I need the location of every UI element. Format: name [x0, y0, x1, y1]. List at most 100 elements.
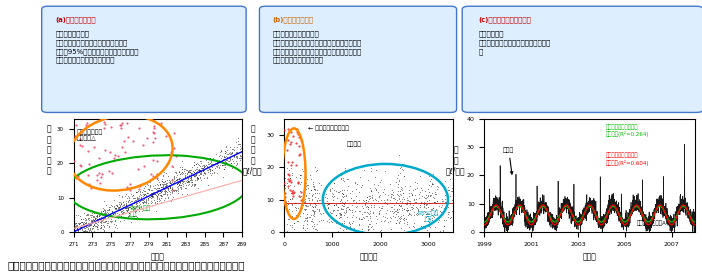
Point — [97, 218, 108, 222]
Point — [165, 180, 176, 185]
Point — [221, 147, 232, 152]
Point — [154, 188, 165, 193]
Point — [354, 201, 365, 205]
Point — [282, 186, 293, 191]
Point — [192, 176, 203, 181]
Point — [206, 162, 218, 166]
Point — [350, 208, 361, 213]
Point — [85, 220, 96, 224]
Point — [139, 189, 150, 193]
Point — [186, 179, 197, 184]
Point — [181, 179, 192, 184]
Point — [334, 201, 345, 206]
Point — [98, 223, 109, 228]
Point — [180, 181, 191, 185]
Point — [197, 166, 208, 170]
Point — [295, 230, 306, 234]
Point — [203, 183, 214, 188]
Point — [149, 186, 160, 191]
Point — [341, 215, 352, 219]
Point — [361, 205, 372, 209]
Point — [81, 121, 92, 126]
Point — [228, 152, 239, 157]
Point — [389, 209, 400, 213]
Point — [112, 203, 123, 208]
Point — [286, 172, 298, 177]
Point — [77, 220, 88, 225]
Point — [424, 172, 435, 176]
Point — [177, 177, 188, 181]
Point — [293, 181, 304, 185]
Point — [227, 152, 239, 157]
Point — [438, 217, 449, 222]
Point — [416, 201, 427, 206]
Point — [315, 211, 326, 215]
Point — [131, 198, 142, 203]
Point — [176, 179, 187, 183]
Point — [291, 213, 302, 217]
Point — [146, 196, 157, 200]
Point — [362, 229, 373, 234]
Point — [112, 216, 123, 221]
Point — [208, 169, 219, 174]
Point — [143, 197, 154, 201]
Point — [299, 197, 310, 201]
Point — [81, 230, 93, 234]
Point — [386, 187, 397, 192]
Point — [307, 208, 318, 212]
Point — [300, 216, 311, 220]
Point — [397, 213, 409, 217]
Point — [157, 194, 168, 198]
Point — [107, 208, 118, 213]
Point — [417, 201, 428, 206]
Point — [115, 201, 126, 205]
Point — [339, 168, 350, 172]
Point — [232, 145, 243, 149]
Point — [159, 188, 170, 193]
Point — [433, 216, 444, 221]
Point — [393, 197, 404, 201]
Point — [385, 215, 396, 220]
Point — [353, 198, 364, 202]
Point — [331, 196, 343, 201]
Point — [295, 173, 306, 177]
Point — [333, 211, 344, 215]
Point — [153, 192, 164, 196]
Point — [89, 216, 100, 220]
Point — [356, 217, 367, 221]
Point — [124, 213, 135, 217]
Point — [392, 181, 404, 186]
Point — [375, 180, 386, 184]
Point — [336, 203, 347, 207]
Point — [85, 223, 96, 227]
Point — [90, 217, 101, 222]
Point — [280, 176, 291, 181]
Point — [306, 219, 317, 224]
Point — [356, 212, 367, 216]
Point — [294, 152, 305, 156]
Point — [126, 208, 137, 213]
Point — [218, 167, 230, 171]
Point — [321, 203, 332, 207]
Point — [102, 210, 113, 214]
Point — [442, 185, 453, 189]
Point — [312, 168, 323, 172]
Point — [112, 154, 124, 158]
Point — [91, 217, 102, 221]
Point — [364, 214, 376, 218]
Point — [82, 212, 93, 217]
Point — [380, 192, 391, 197]
Point — [175, 171, 186, 176]
Point — [368, 198, 379, 202]
Point — [131, 205, 142, 209]
Point — [218, 155, 230, 159]
Point — [387, 190, 398, 195]
Point — [97, 210, 108, 215]
Point — [170, 154, 181, 159]
Point — [388, 193, 399, 197]
Point — [332, 205, 343, 209]
Point — [126, 206, 137, 211]
Point — [226, 151, 237, 155]
Point — [284, 206, 295, 211]
Point — [195, 172, 206, 177]
